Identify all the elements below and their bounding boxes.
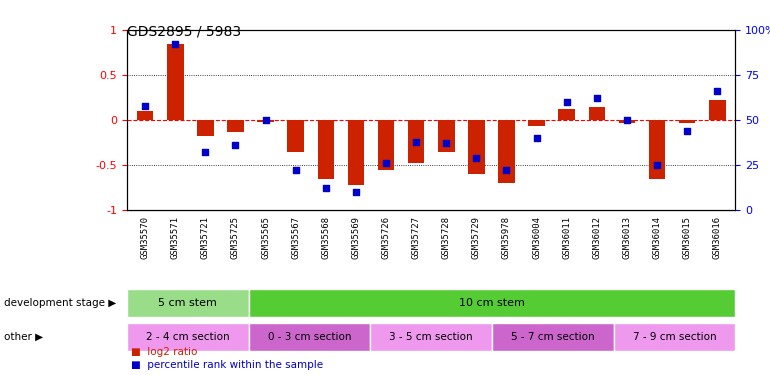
Bar (249, 289, 735, 317)
Point (500, 167, 513, 173)
Bar (614, 322, 735, 351)
Bar (317, 120, 334, 178)
Text: GSM35725: GSM35725 (231, 216, 240, 259)
Text: GSM36016: GSM36016 (713, 216, 721, 259)
Text: 0 - 3 cm section: 0 - 3 cm section (268, 332, 351, 342)
Text: 3 - 5 cm section: 3 - 5 cm section (390, 332, 473, 342)
Bar (347, 120, 364, 185)
Text: GDS2895 / 5983: GDS2895 / 5983 (127, 24, 241, 38)
Bar (257, 120, 274, 122)
Point (380, 160, 392, 166)
Bar (287, 120, 304, 152)
Bar (709, 100, 725, 120)
Text: ■  log2 ratio: ■ log2 ratio (131, 347, 197, 357)
Bar (618, 120, 635, 123)
Bar (127, 322, 249, 351)
Text: 5 - 7 cm section: 5 - 7 cm section (511, 332, 594, 342)
Point (320, 185, 332, 191)
Point (290, 167, 302, 173)
Bar (498, 120, 515, 183)
Bar (679, 120, 695, 123)
Point (591, 95, 603, 101)
Text: GSM35565: GSM35565 (261, 216, 270, 259)
Bar (408, 120, 424, 163)
Bar (167, 44, 183, 120)
Text: GSM35726: GSM35726 (381, 216, 390, 259)
Text: other ▶: other ▶ (4, 332, 43, 342)
Point (259, 117, 272, 123)
Bar (378, 120, 394, 170)
Text: 2 - 4 cm section: 2 - 4 cm section (146, 332, 229, 342)
Text: development stage ▶: development stage ▶ (4, 298, 116, 308)
Text: GSM35571: GSM35571 (171, 216, 179, 259)
Point (470, 155, 483, 161)
Bar (249, 322, 370, 351)
Bar (649, 120, 665, 178)
Text: ■  percentile rank within the sample: ■ percentile rank within the sample (131, 360, 323, 370)
Text: GSM35568: GSM35568 (321, 216, 330, 259)
Point (199, 149, 212, 155)
Point (169, 41, 182, 47)
Point (440, 140, 453, 146)
Point (561, 99, 573, 105)
Text: GSM36013: GSM36013 (622, 216, 631, 259)
Text: GSM36014: GSM36014 (652, 216, 661, 259)
Bar (588, 106, 605, 120)
Point (410, 139, 422, 145)
Point (711, 88, 724, 94)
Bar (197, 120, 213, 136)
Text: GSM35569: GSM35569 (351, 216, 360, 259)
Text: 7 - 9 cm section: 7 - 9 cm section (633, 332, 716, 342)
Text: GSM36004: GSM36004 (532, 216, 541, 259)
Bar (558, 109, 575, 120)
Text: GSM36015: GSM36015 (683, 216, 691, 259)
Text: GSM35728: GSM35728 (442, 216, 450, 259)
Text: GSM35567: GSM35567 (291, 216, 300, 259)
Point (229, 142, 242, 148)
Text: GSM35729: GSM35729 (472, 216, 481, 259)
Text: 10 cm stem: 10 cm stem (459, 298, 525, 308)
Bar (127, 289, 249, 317)
Text: GSM35721: GSM35721 (201, 216, 210, 259)
Point (621, 117, 633, 123)
Point (531, 135, 543, 141)
Bar (227, 120, 244, 132)
Bar (492, 322, 614, 351)
Point (350, 189, 362, 195)
Bar (438, 120, 454, 152)
Bar (468, 120, 484, 174)
Text: 5 cm stem: 5 cm stem (159, 298, 217, 308)
Bar (137, 111, 153, 120)
Text: GSM36012: GSM36012 (592, 216, 601, 259)
Text: GSM35570: GSM35570 (141, 216, 149, 259)
Text: GSM35978: GSM35978 (502, 216, 511, 259)
Point (651, 162, 663, 168)
Text: GSM36011: GSM36011 (562, 216, 571, 259)
Bar (528, 120, 545, 126)
Bar (370, 322, 492, 351)
Text: GSM35727: GSM35727 (412, 216, 420, 259)
Point (139, 103, 151, 109)
Point (681, 128, 693, 134)
